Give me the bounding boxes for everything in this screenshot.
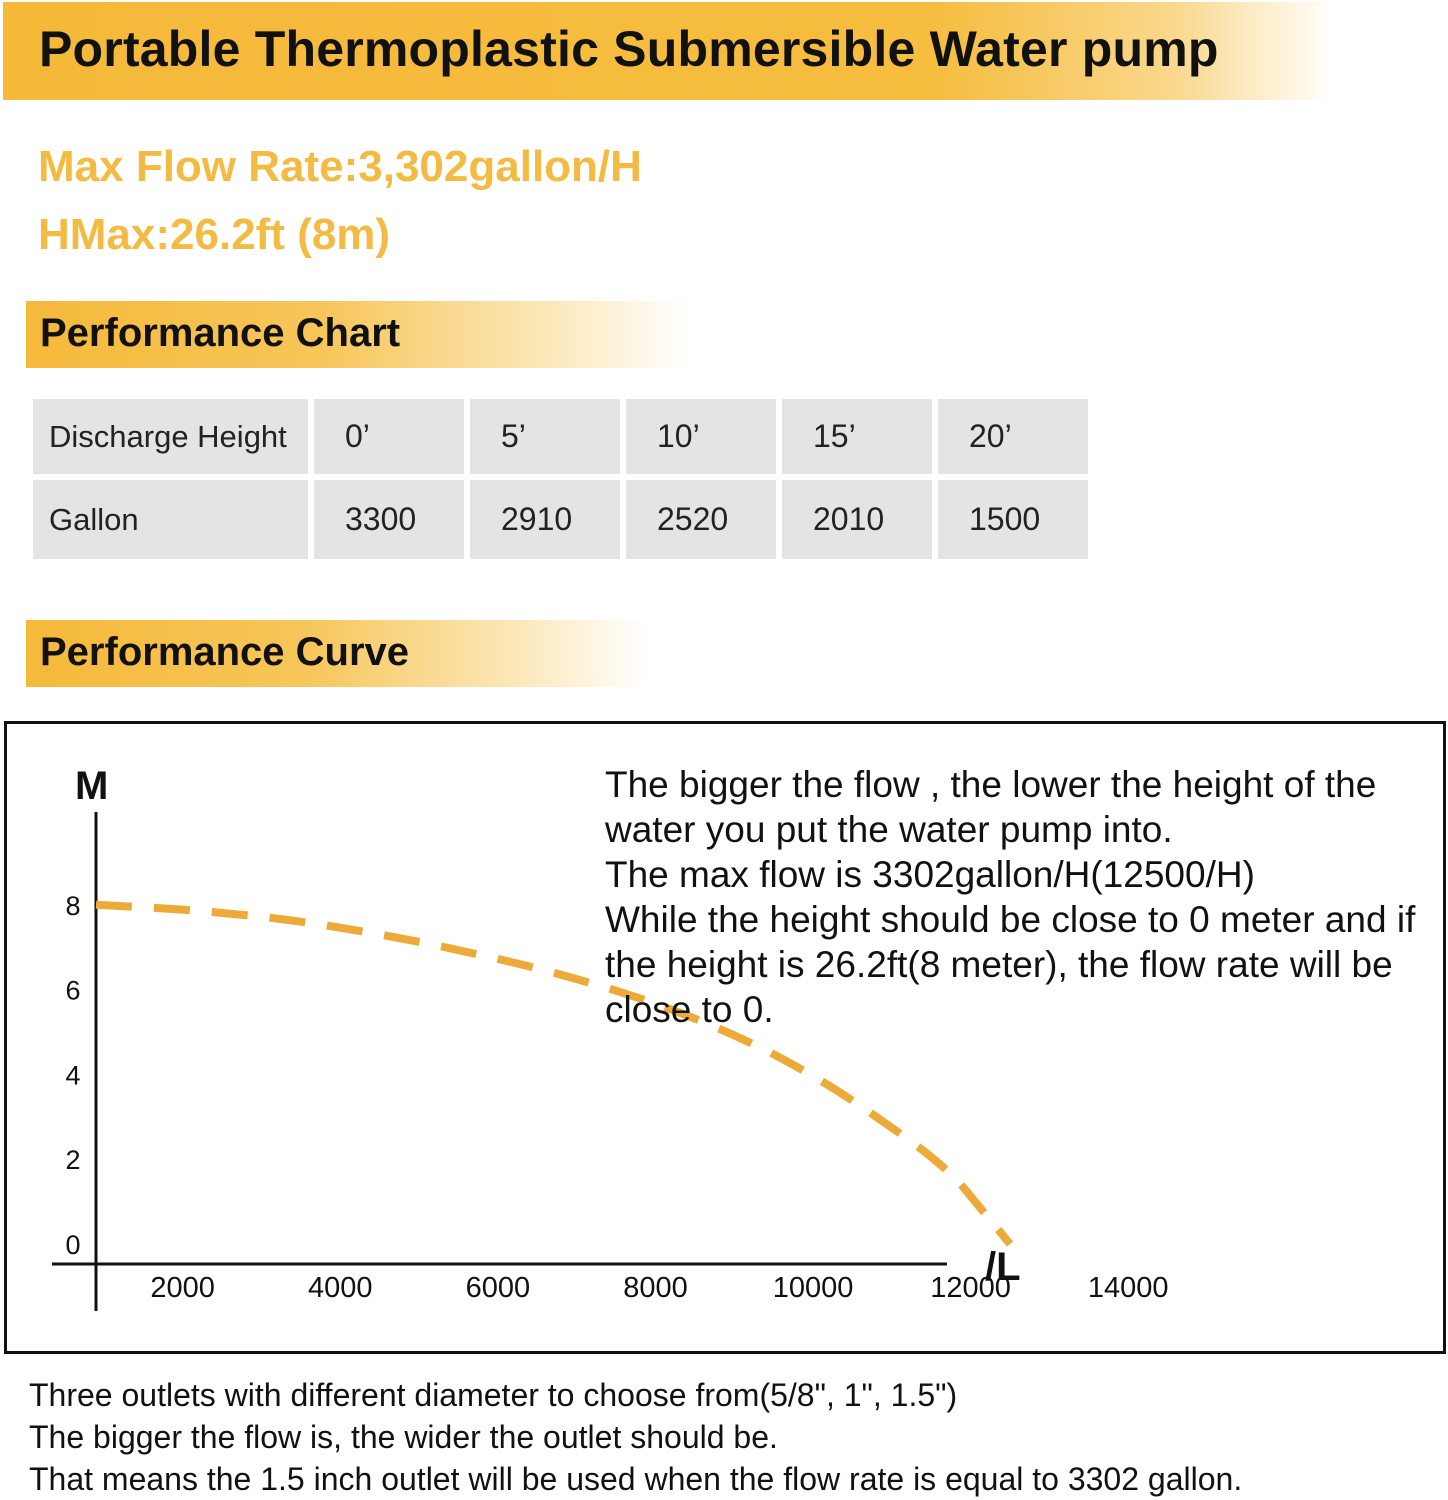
y-tick-label: 6 [65,976,80,1006]
y-axis-label: M [75,764,108,808]
x-tick-labels: 2000 4000 6000 8000 10000 12000 14000 [150,1272,1168,1304]
table-cell-height: 10’ [626,399,776,474]
y-tick-label: 4 [65,1060,80,1090]
table-cell-height: 5’ [470,399,620,474]
table-row-label-height: Discharge Height [33,399,308,474]
performance-curve-heading: Performance Curve [40,630,410,674]
table-cell-gallon: 2010 [782,480,932,559]
table-cell-gallon: 3300 [314,480,464,559]
performance-chart-heading: Performance Chart [40,311,401,355]
table-cell-gallon: 1500 [938,480,1088,559]
y-tick-labels: 0 2 4 6 8 [65,891,80,1260]
performance-curve-line [95,900,1014,1247]
page-title: Portable Thermoplastic Submersible Water… [39,21,1219,77]
note-line: That means the 1.5 inch outlet will be u… [29,1461,1243,1497]
table-row-label-gallon: Gallon [33,480,308,559]
x-tick-label: 6000 [466,1272,531,1304]
table-cell-gallon: 2910 [470,480,620,559]
hmax-spec: HMax:26.2ft (8m) [38,210,391,259]
x-tick-label: 8000 [623,1272,688,1304]
outlet-notes: Three outlets with different diameter to… [29,1374,1242,1500]
curve-plot: M /L 0 2 4 6 8 2000 4000 6000 8000 10000 12000 140… [52,764,1169,1311]
annotation-line: While the height should be close to 0 me… [605,899,1416,1030]
x-tick-label: 10000 [773,1272,854,1304]
table-cell-height: 15’ [782,399,932,474]
x-axis-label: /L [985,1245,1021,1289]
table-cell-height: 20’ [938,399,1088,474]
annotation-line: The bigger the flow , the lower the heig… [605,764,1377,850]
curve-annotation: The bigger the flow , the lower the heig… [605,762,1435,1032]
table-cell-height: 0’ [314,399,464,474]
performance-chart-banner: Performance Chart [26,301,686,368]
x-tick-label: 12000 [930,1272,1011,1304]
x-tick-label: 14000 [1088,1272,1169,1304]
table-cell-gallon: 2520 [626,480,776,559]
y-tick-label: 2 [65,1145,80,1175]
note-line: The bigger the flow is, the wider the ou… [29,1419,778,1455]
performance-curve-banner: Performance Curve [26,620,646,687]
annotation-line: The max flow is 3302gallon/H(12500/H) [605,854,1255,895]
title-banner: Portable Thermoplastic Submersible Water… [3,2,1333,100]
note-line: Three outlets with different diameter to… [29,1377,958,1413]
y-tick-label: 8 [65,891,80,921]
x-tick-label: 2000 [150,1272,215,1304]
max-flow-spec: Max Flow Rate:3,302gallon/H [38,142,642,191]
y-tick-label: 0 [65,1230,80,1260]
performance-curve-chart: M /L 0 2 4 6 8 2000 4000 6000 8000 10000 12000 140… [4,721,1446,1354]
x-tick-label: 4000 [308,1272,373,1304]
